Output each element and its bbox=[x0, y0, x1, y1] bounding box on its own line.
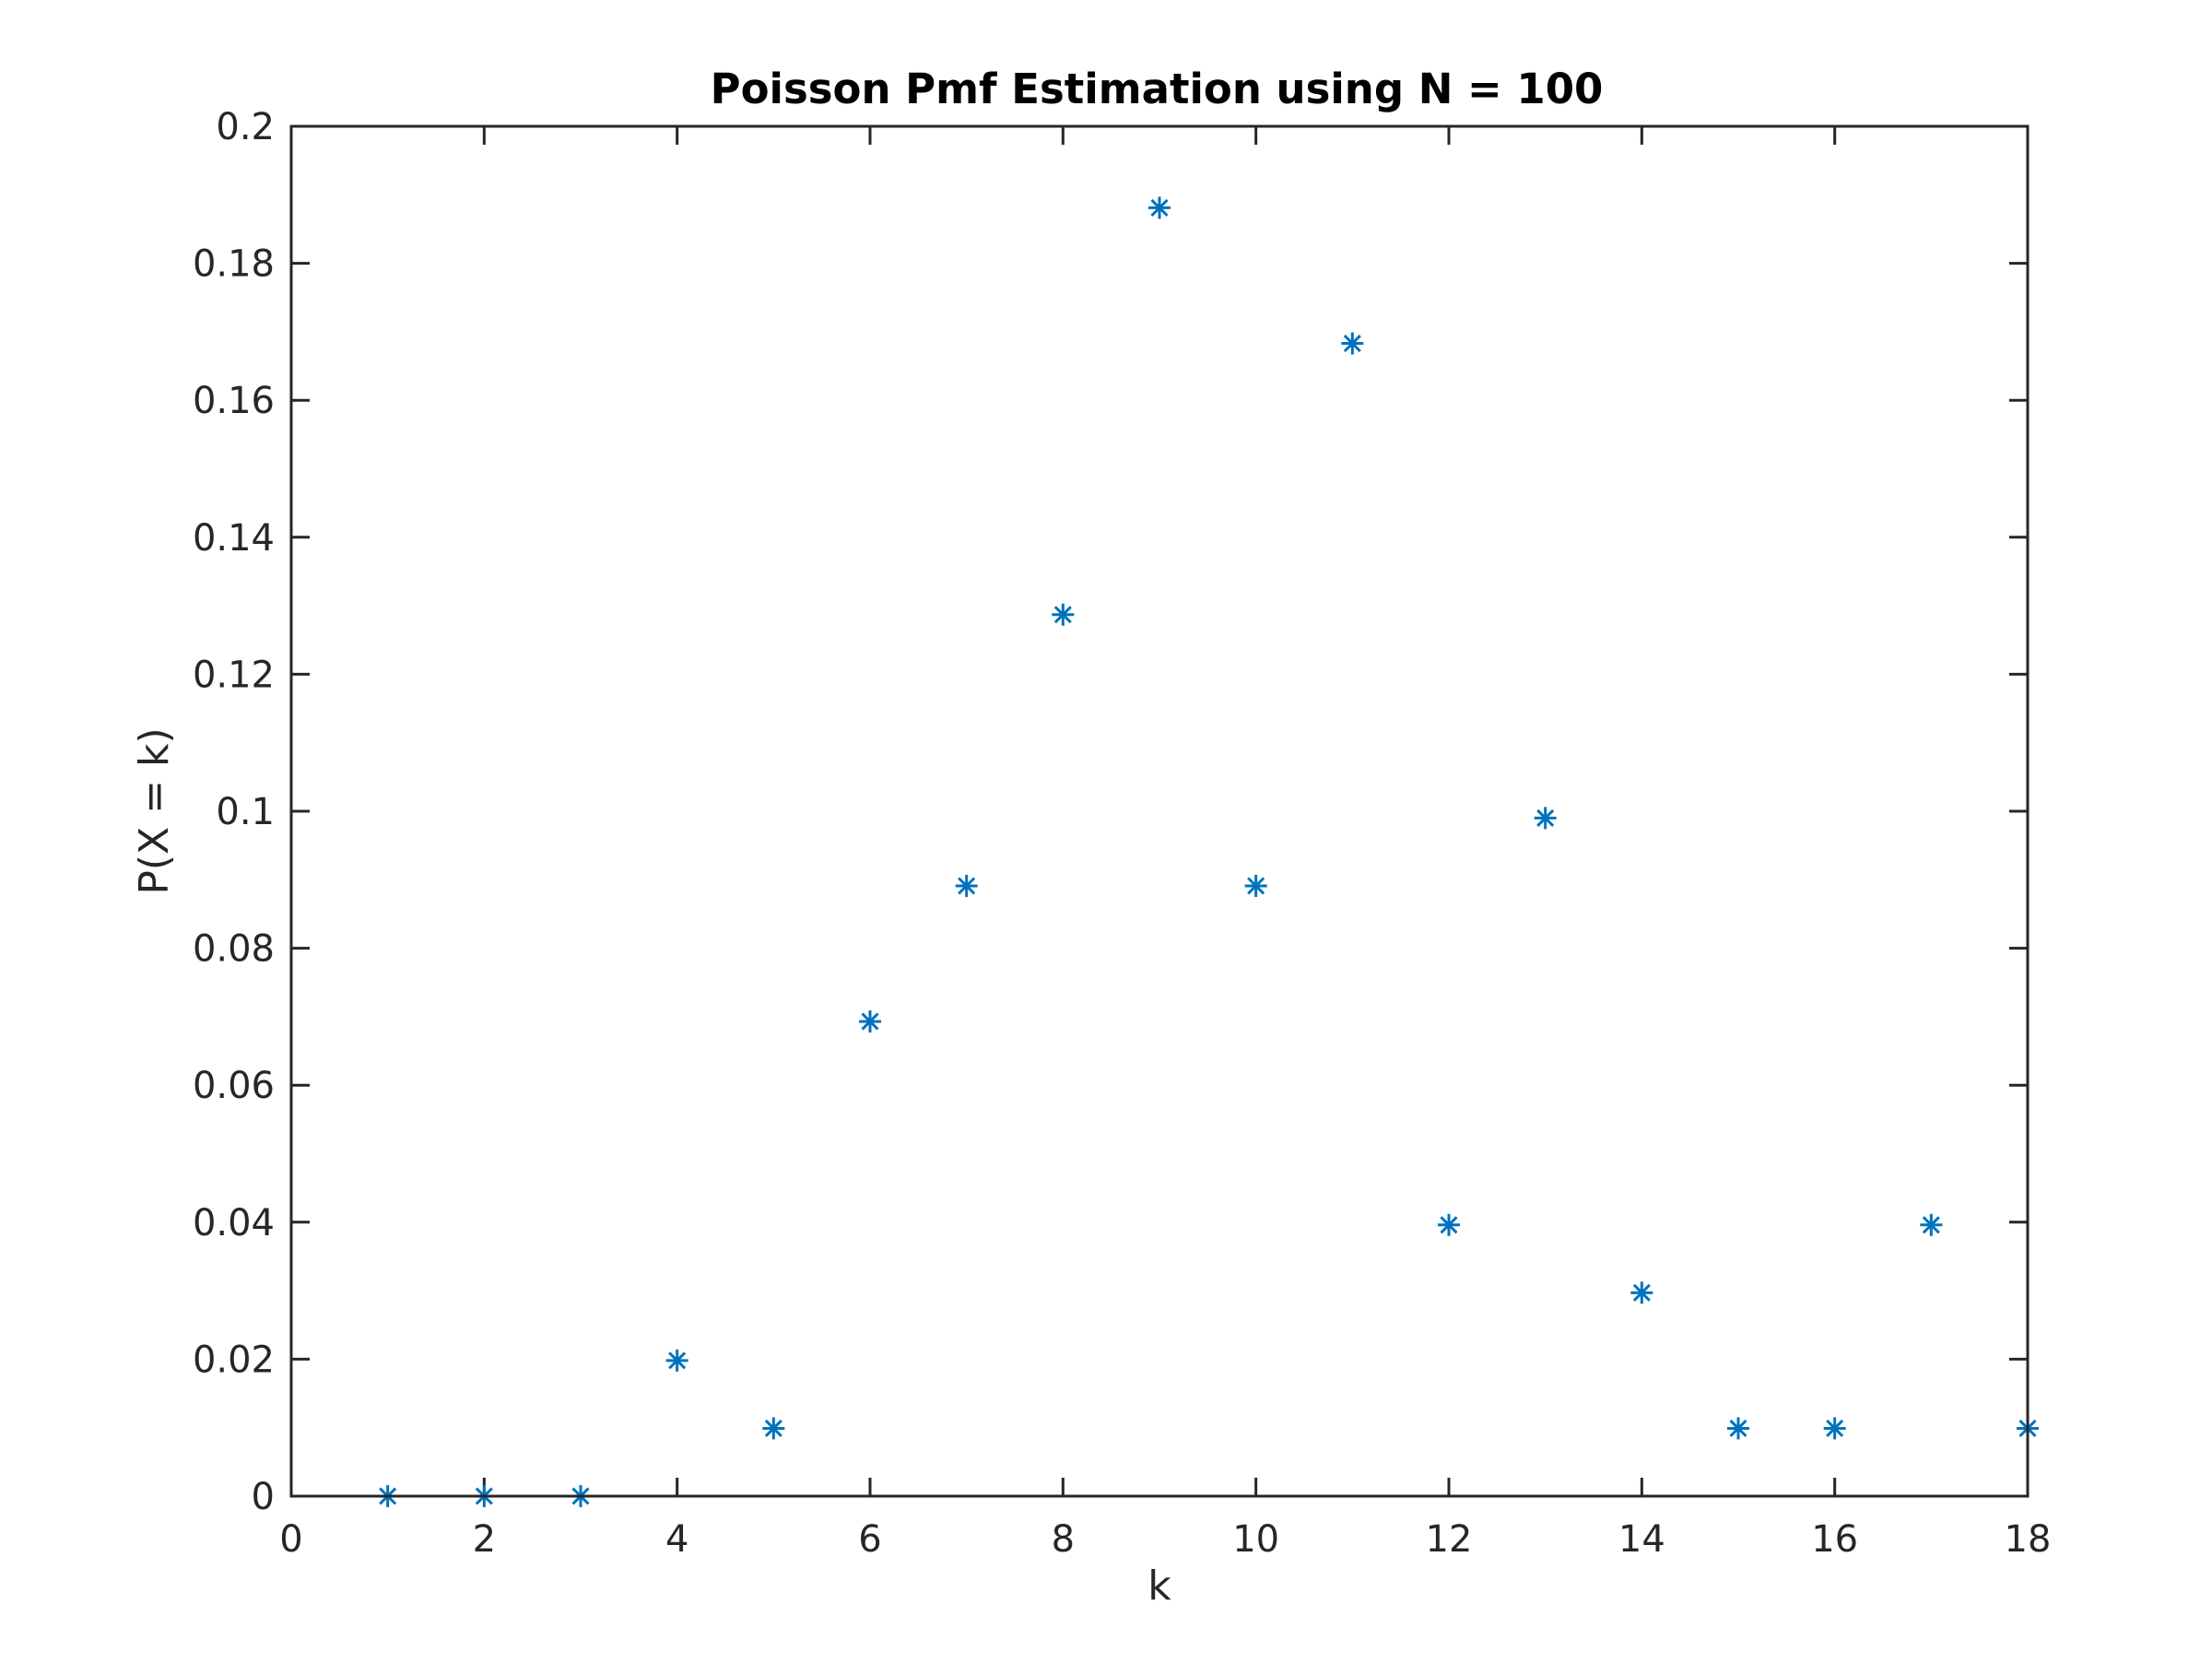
y-tick-label: 0.08 bbox=[193, 928, 275, 971]
x-tick-label: 4 bbox=[665, 1518, 688, 1561]
y-axis-label: P(X = k) bbox=[131, 727, 178, 894]
x-tick-label: 2 bbox=[473, 1518, 496, 1561]
data-point-marker bbox=[1727, 1417, 1749, 1440]
data-point-marker bbox=[1823, 1417, 1846, 1440]
x-tick-label: 0 bbox=[279, 1518, 302, 1561]
chart-title: Poisson Pmf Estimation using N = 100 bbox=[711, 65, 1604, 113]
x-tick-label: 14 bbox=[1618, 1518, 1665, 1561]
plot-area-frame bbox=[289, 124, 2030, 1498]
data-point-marker bbox=[1052, 603, 1075, 626]
data-point-marker bbox=[955, 874, 978, 897]
y-tick-label: 0.12 bbox=[193, 654, 275, 696]
x-axis-label: k bbox=[1147, 1563, 1171, 1610]
x-tick-label: 18 bbox=[2005, 1518, 2052, 1561]
y-tick-label: 0.1 bbox=[216, 791, 275, 833]
x-tick-label: 16 bbox=[1811, 1518, 1858, 1561]
data-point-marker bbox=[762, 1417, 785, 1440]
y-tick-label: 0.2 bbox=[216, 106, 275, 148]
data-point-marker bbox=[665, 1349, 688, 1372]
y-tick-label: 0.16 bbox=[193, 380, 275, 422]
x-tick-label: 10 bbox=[1232, 1518, 1279, 1561]
data-point-marker bbox=[1148, 196, 1171, 219]
y-tick-label: 0 bbox=[252, 1476, 275, 1518]
y-tick-label: 0.02 bbox=[193, 1339, 275, 1381]
data-point-marker bbox=[1341, 332, 1364, 355]
data-point-marker bbox=[1920, 1213, 1943, 1236]
x-tick-label: 12 bbox=[1426, 1518, 1473, 1561]
data-point-marker bbox=[1534, 807, 1557, 830]
y-tick-label: 0.06 bbox=[193, 1065, 275, 1107]
data-point-marker bbox=[859, 1010, 881, 1033]
data-point-marker bbox=[1438, 1213, 1460, 1236]
data-points bbox=[376, 196, 2039, 1507]
x-axis-ticks: 0 2 4 6 8 10 12 14 16 18 bbox=[279, 126, 2051, 1561]
x-tick-label: 6 bbox=[858, 1518, 881, 1561]
y-tick-label: 0.04 bbox=[193, 1202, 275, 1244]
y-tick-label: 0.14 bbox=[193, 517, 275, 560]
data-point-marker bbox=[1630, 1281, 1653, 1304]
y-axis-ticks: 0 0.02 0.04 0.06 0.08 0.1 0.12 0.14 0.16 0.18 0.2 bbox=[193, 106, 2028, 1518]
x-tick-label: 8 bbox=[1052, 1518, 1075, 1561]
y-tick-label: 0.18 bbox=[193, 243, 275, 286]
data-point-marker bbox=[1244, 874, 1267, 897]
